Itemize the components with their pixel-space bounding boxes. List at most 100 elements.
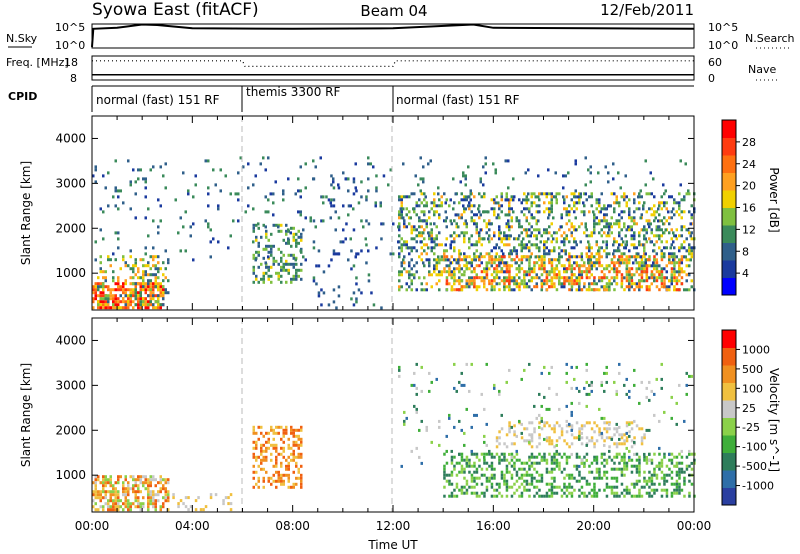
heatmap-cell — [690, 452, 694, 456]
heatmap-cell — [292, 265, 295, 269]
heatmap-cell — [257, 455, 260, 459]
heatmap-cell — [134, 192, 137, 196]
heatmap-cell — [403, 261, 406, 265]
heatmap-cell — [530, 231, 533, 235]
heatmap-cell — [500, 240, 503, 244]
heatmap-cell — [640, 442, 644, 446]
heatmap-cell — [94, 475, 97, 479]
heatmap-cell — [423, 288, 426, 292]
heatmap-cell — [277, 274, 280, 278]
heatmap-cell — [94, 496, 97, 500]
heatmap-cell — [580, 252, 583, 256]
heatmap-cell — [493, 246, 496, 250]
heatmap-cell — [459, 252, 462, 256]
heatmap-cell — [389, 252, 392, 256]
heatmap-cell — [558, 273, 561, 277]
heatmap-cell — [497, 213, 500, 217]
heatmap-cell — [588, 282, 591, 286]
heatmap-cell — [508, 207, 511, 211]
heatmap-cell — [149, 267, 152, 271]
heatmap-cell — [337, 183, 340, 187]
heatmap-cell — [529, 234, 532, 238]
heatmap-cell — [615, 219, 618, 223]
heatmap-cell — [658, 452, 661, 456]
heatmap-cell — [329, 201, 332, 205]
heatmap-cell — [545, 436, 549, 440]
heatmap-cell — [503, 452, 506, 456]
heatmap-cell — [563, 285, 566, 289]
heatmap-cell — [598, 433, 601, 437]
heatmap-cell — [109, 478, 112, 482]
heatmap-cell — [538, 392, 541, 396]
heatmap-cell — [490, 473, 494, 477]
heatmap-cell — [570, 424, 574, 428]
heatmap-cell — [144, 306, 147, 310]
heatmap-cell — [488, 255, 491, 259]
heatmap-cell — [398, 252, 401, 256]
heatmap-cell — [673, 213, 676, 217]
heatmap-cell — [683, 476, 686, 480]
heatmap-cell — [347, 189, 350, 193]
heatmap-cell — [282, 428, 285, 432]
heatmap-cell — [122, 490, 125, 494]
heatmap-cell — [508, 204, 511, 208]
heatmap-cell — [568, 288, 571, 292]
heatmap-cell — [688, 464, 691, 468]
heatmap-cell — [625, 258, 628, 262]
heatmap-cell — [430, 237, 433, 241]
heatmap-cell — [530, 213, 533, 217]
heatmap-cell — [568, 482, 571, 486]
heatmap-cell — [292, 226, 295, 230]
colorbar-tick-label: -25 — [742, 421, 760, 434]
heatmap-cell — [275, 458, 278, 462]
heatmap-cell — [535, 470, 539, 474]
date-title: 12/Feb/2011 — [600, 1, 694, 19]
heatmap-cell — [97, 490, 100, 494]
heatmap-cell — [625, 431, 628, 435]
heatmap-cell — [272, 192, 275, 196]
heatmap-cell — [553, 455, 556, 459]
heatmap-cell — [159, 306, 162, 310]
heatmap-cell — [653, 219, 656, 223]
heatmap-cell — [455, 258, 458, 262]
heatmap-cell — [538, 452, 541, 456]
heatmap-cell — [438, 258, 441, 262]
heatmap-cell — [613, 240, 616, 244]
heatmap-cell — [257, 241, 260, 245]
heatmap-cell — [413, 228, 416, 232]
heatmap-cell — [613, 207, 616, 211]
heatmap-cell — [508, 470, 511, 474]
heatmap-cell — [605, 430, 609, 434]
heatmap-cell — [470, 258, 474, 262]
heatmap-cell — [102, 294, 105, 298]
heatmap-cell — [653, 491, 656, 495]
heatmap-cell — [157, 300, 160, 304]
heatmap-cell — [620, 433, 624, 437]
heatmap-cell — [655, 270, 659, 274]
heatmap-cell — [237, 171, 240, 175]
heatmap-cell — [347, 213, 350, 217]
heatmap-cell — [665, 491, 669, 495]
heatmap-cell — [685, 258, 688, 262]
heatmap-cell — [653, 195, 656, 199]
heatmap-cell — [553, 424, 556, 428]
heatmap-cell — [568, 473, 571, 477]
heatmap-cell — [480, 195, 483, 199]
heatmap-cell — [515, 452, 519, 456]
heatmap-cell — [430, 234, 433, 238]
heatmap-cell — [114, 306, 117, 310]
heatmap-cell — [102, 282, 105, 286]
heatmap-cell — [312, 159, 315, 163]
heatmap-cell — [515, 458, 519, 462]
heatmap-cell — [535, 204, 538, 208]
heatmap-cell — [94, 487, 97, 491]
heatmap-cell — [408, 216, 411, 220]
heatmap-cell — [690, 213, 693, 217]
heatmap-cell — [112, 276, 115, 280]
heatmap-cell — [590, 383, 593, 387]
heatmap-cell — [550, 442, 554, 446]
heatmap-cell — [400, 201, 403, 205]
heatmap-cell — [683, 195, 686, 199]
heatmap-cell — [545, 240, 548, 244]
heatmap-cell — [425, 243, 428, 247]
